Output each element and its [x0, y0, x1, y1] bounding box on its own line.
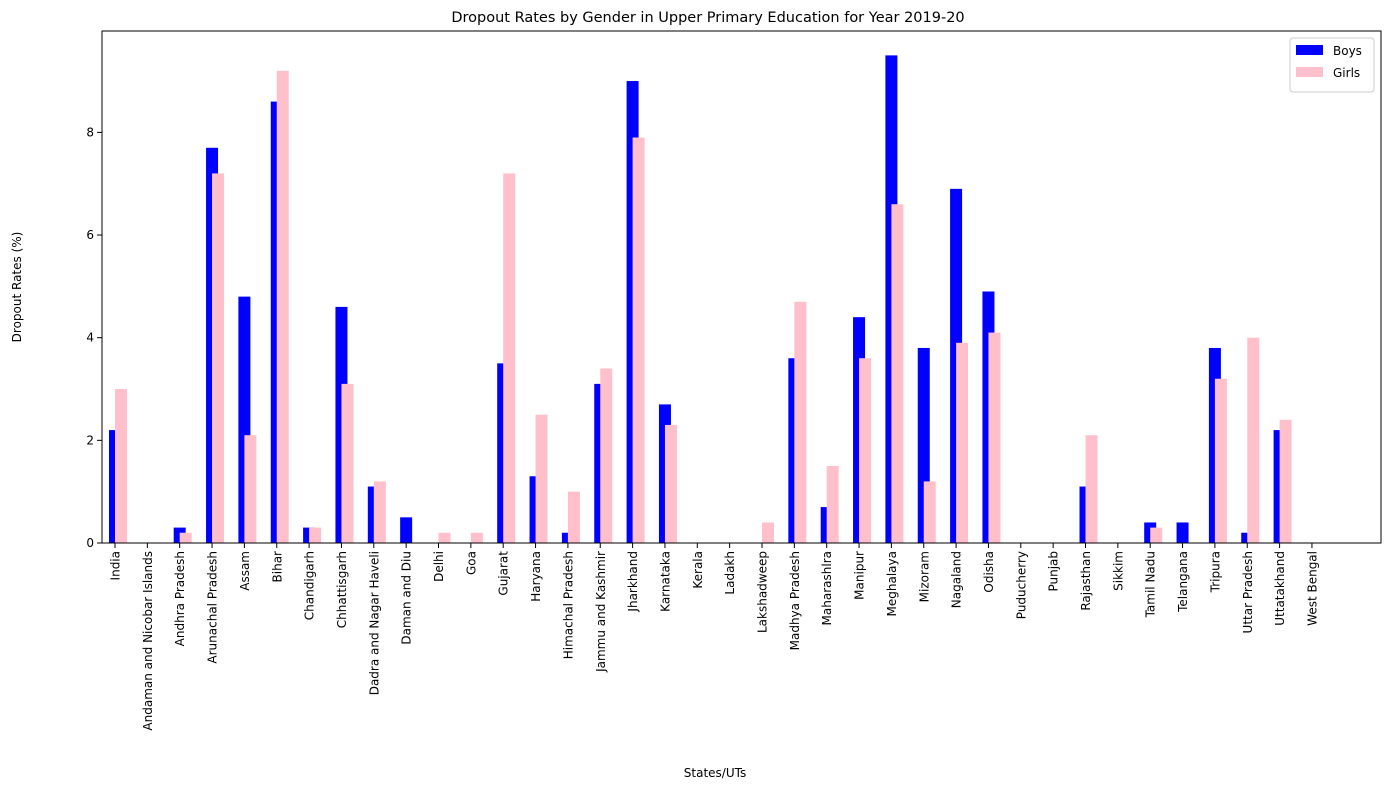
x-tick-label: Daman and Diu: [400, 551, 414, 645]
x-tick-label: Delhi: [432, 551, 446, 582]
x-tick-label: Mizoram: [917, 551, 931, 602]
x-tick-label: Punjab: [1047, 551, 1061, 592]
x-tick-label: Jammu and Kashmir: [594, 551, 608, 673]
legend-label-girls: Girls: [1333, 66, 1360, 80]
bar-boys-9: [400, 517, 413, 543]
bar-girls-0: [115, 389, 127, 543]
y-axis-label: Dropout Rates (%): [10, 232, 24, 343]
x-tick-label: Odisha: [982, 551, 996, 593]
bar-girls-27: [988, 332, 1001, 543]
bar-girls-21: [794, 301, 807, 543]
bar-girls-24: [891, 204, 904, 544]
x-tick-label: Assam: [238, 551, 252, 591]
bar-girls-8: [373, 481, 386, 543]
bar-girls-17: [664, 424, 677, 543]
bars-layer: [109, 55, 1292, 544]
bar-girls-22: [826, 466, 839, 543]
x-tick-label: Manipur: [853, 551, 867, 600]
x-tick-label: Madhya Pradesh: [788, 551, 802, 650]
x-tick-label: Arunachal Pradesh: [206, 551, 220, 664]
bar-girls-23: [859, 358, 872, 543]
bar-girls-15: [600, 368, 613, 543]
bar-girls-34: [1214, 378, 1227, 543]
bar-girls-14: [567, 491, 580, 543]
x-tick-label: Himachal Pradesh: [561, 551, 575, 659]
x-tick-label: Nagaland: [950, 551, 964, 608]
x-axis-label: States/UTs: [684, 766, 746, 780]
x-tick-label: Chandigarh: [303, 551, 317, 620]
x-tick-label: Bihar: [270, 551, 284, 583]
x-tick-label: Maharashlra: [820, 551, 834, 625]
x-tick-label: Rajasthan: [1079, 551, 1093, 611]
x-tick-label: Tamil Nadu: [1144, 551, 1158, 618]
bar-girls-2: [179, 532, 192, 543]
plot-frame: [101, 30, 1382, 544]
x-tick-label: Kerala: [691, 551, 705, 589]
bar-girls-4: [244, 435, 257, 543]
bar-boys-33: [1176, 522, 1189, 543]
x-axis: India Andaman and Nicobar Islands Andhra P…: [109, 543, 1319, 731]
bar-girls-32: [1150, 527, 1163, 543]
bar-girls-35: [1247, 337, 1260, 543]
x-tick-label: Sikkim: [1111, 551, 1125, 591]
x-tick-label: Karnataka: [658, 551, 672, 612]
x-tick-label: Lakshadweep: [756, 551, 770, 633]
bar-girls-12: [503, 173, 516, 543]
x-tick-label: Ladakh: [723, 551, 737, 595]
bar-girls-25: [923, 481, 936, 543]
x-tick-label: Andaman and Nicobar Islands: [141, 551, 155, 731]
y-tick-label: 2: [86, 433, 94, 447]
bar-girls-20: [762, 522, 774, 543]
y-tick-label: 4: [86, 331, 94, 345]
bar-girls-5: [276, 70, 289, 543]
bar-girls-10: [438, 532, 451, 543]
x-tick-label: Gujarat: [497, 551, 511, 596]
x-tick-label: Chhattisgarh: [335, 551, 349, 628]
x-tick-label: West Bengal: [1305, 551, 1319, 626]
x-tick-label: Andhra Pradesh: [173, 551, 187, 646]
legend: Boys Girls: [1289, 37, 1375, 93]
y-tick-label: 8: [86, 125, 94, 139]
bar-girls-11: [470, 532, 483, 543]
x-tick-label: Tripura: [1208, 551, 1222, 593]
y-axis: 0 2 4 6 8: [86, 125, 102, 550]
y-tick-label: 6: [86, 228, 94, 242]
x-tick-label: Goa: [464, 551, 478, 575]
y-tick-label: 0: [86, 536, 94, 550]
legend-swatch-boys: [1296, 45, 1323, 55]
chart-title: Dropout Rates by Gender in Upper Primary…: [451, 10, 964, 26]
bar-girls-26: [956, 342, 969, 543]
bar-girls-30: [1085, 435, 1098, 543]
legend-swatch-girls: [1296, 67, 1323, 77]
bar-girls-36: [1279, 419, 1292, 543]
x-tick-label: Meghalaya: [885, 551, 899, 616]
x-tick-label: Dadra and Nagar Haveli: [367, 551, 381, 695]
x-tick-label: Uttar Pradesh: [1241, 551, 1255, 633]
x-tick-label: Puducherry: [1014, 551, 1028, 619]
legend-label-boys: Boys: [1333, 44, 1362, 58]
bar-girls-7: [341, 383, 354, 543]
bar-girls-6: [309, 527, 322, 543]
x-tick-label: Haryana: [529, 551, 543, 602]
x-tick-label: India: [109, 551, 123, 580]
bar-girls-3: [212, 173, 225, 543]
x-tick-label: Jharkhand: [626, 551, 640, 613]
x-tick-label: Uttatakhand: [1273, 551, 1287, 626]
x-tick-label: Telangana: [1176, 551, 1190, 613]
bar-girls-13: [535, 414, 548, 543]
bar-girls-16: [632, 137, 645, 543]
